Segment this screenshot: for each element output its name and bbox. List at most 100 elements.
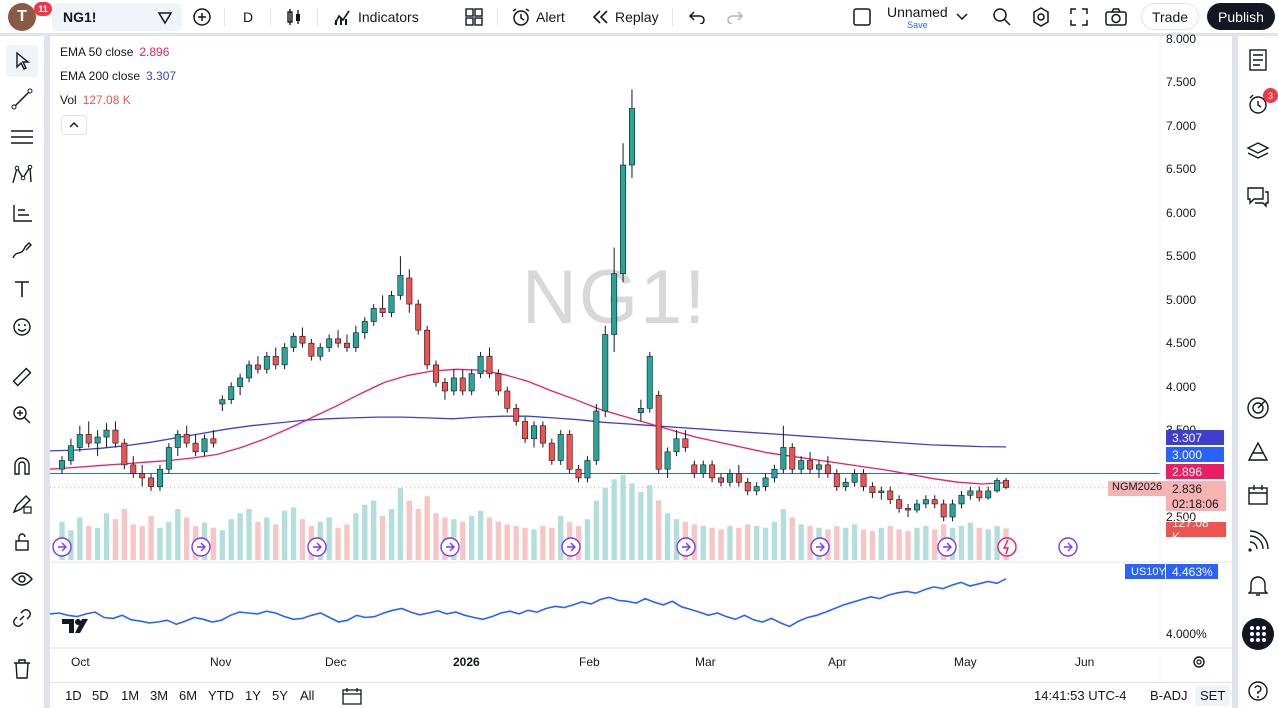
candles-icon[interactable]: [285, 0, 303, 34]
candle-body: [673, 438, 680, 453]
help-icon[interactable]: [1243, 676, 1273, 706]
date-range-calendar-icon[interactable]: [342, 687, 362, 705]
time-label-dec: Dec: [325, 655, 347, 669]
clock-timezone[interactable]: 14:41:53 UTC-4: [1034, 688, 1127, 703]
volume-value: 127.08 K: [82, 93, 131, 107]
volume-bar: [967, 522, 974, 560]
volume-bar: [335, 527, 341, 560]
brush-icon[interactable]: [6, 235, 38, 267]
watchlist-icon[interactable]: [1243, 45, 1273, 75]
range-6m-button[interactable]: 6M: [179, 688, 198, 703]
range-ytd-button[interactable]: YTD: [208, 688, 234, 703]
candle-body: [433, 364, 440, 383]
candle-body: [246, 364, 252, 379]
publish-button[interactable]: Publish: [1207, 3, 1275, 30]
measure-lines-icon[interactable]: [6, 197, 38, 229]
eye-icon[interactable]: [6, 563, 38, 595]
draw-mode-lock-icon[interactable]: [6, 488, 38, 520]
magnet-icon[interactable]: [6, 450, 38, 482]
range-3m-button[interactable]: 3M: [150, 688, 169, 703]
volume-bar: [745, 524, 751, 560]
streams-icon[interactable]: [1243, 526, 1273, 556]
replay-icon: [592, 10, 608, 24]
price-chart[interactable]: [50, 36, 1232, 682]
apps-grid-icon[interactable]: [1242, 618, 1274, 650]
range-5y-button[interactable]: 5Y: [272, 688, 288, 703]
volume-bar: [184, 517, 190, 560]
tradingview-logo-icon[interactable]: [62, 618, 94, 634]
camera-icon[interactable]: [1105, 0, 1127, 34]
bottom-toolbar: 1D 5D 1M 3M 6M YTD 1Y 5Y All 14:41:53 UT…: [50, 683, 1232, 708]
text-tool-icon[interactable]: [6, 273, 38, 305]
candle-body: [281, 347, 288, 366]
volume-bar: [281, 510, 288, 560]
range-5d-button[interactable]: 5D: [92, 688, 109, 703]
add-symbol-icon[interactable]: [156, 0, 174, 34]
volume-bar: [495, 521, 502, 560]
ema200-value: 3.307: [146, 69, 177, 83]
user-avatar[interactable]: T 11: [8, 2, 52, 31]
layout-checkbox[interactable]: [852, 0, 872, 34]
layouts-icon[interactable]: [465, 0, 483, 34]
volume-bar: [219, 530, 225, 560]
notifications-bell-icon[interactable]: [1243, 571, 1273, 601]
badj-toggle[interactable]: B-ADJ: [1150, 688, 1188, 703]
session-toggle[interactable]: SET: [1195, 685, 1231, 706]
range-1y-button[interactable]: 1Y: [245, 688, 261, 703]
layout-chevron-down-icon[interactable]: [956, 0, 968, 34]
candle-body: [709, 464, 716, 479]
chart-panel[interactable]: NG1! EMA 50 close 2.896 EMA 200 close 3.30…: [50, 32, 1232, 682]
cursor-icon[interactable]: [6, 45, 38, 77]
horizontal-lines-icon[interactable]: [6, 121, 38, 153]
price-tick-label: 6.000: [1166, 205, 1197, 220]
ema200-legend[interactable]: EMA 200 close 3.307: [60, 69, 176, 83]
volume-bar: [860, 529, 867, 560]
pattern-icon[interactable]: [6, 159, 38, 191]
layers-icon[interactable]: [1243, 136, 1273, 166]
time-label-mar: Mar: [695, 655, 716, 669]
fullscreen-icon[interactable]: [1070, 0, 1088, 34]
event-marker-arrow: [816, 542, 825, 552]
range-1m-button[interactable]: 1M: [121, 688, 140, 703]
volume-bar: [130, 524, 136, 560]
undo-icon[interactable]: [688, 0, 706, 34]
interval-button[interactable]: D: [243, 0, 253, 34]
compare-symbol-icon[interactable]: [192, 0, 212, 34]
volume-bar: [869, 531, 876, 560]
ruler-icon[interactable]: [6, 361, 38, 393]
settings-gear-icon[interactable]: [1031, 0, 1051, 34]
replay-button[interactable]: Replay: [592, 0, 659, 34]
chat-icon[interactable]: [1243, 182, 1273, 212]
candle-body: [922, 499, 929, 505]
layout-name-button[interactable]: Unnamed Save: [887, 0, 948, 34]
legend-collapse-button[interactable]: [61, 115, 87, 135]
trade-button[interactable]: Trade: [1141, 3, 1199, 30]
indicators-button[interactable]: Indicators: [333, 0, 419, 34]
quick-search-icon[interactable]: [992, 0, 1012, 34]
zoom-in-icon[interactable]: [6, 399, 38, 431]
calendar-icon[interactable]: [1243, 480, 1273, 510]
candle-body: [958, 494, 965, 505]
trash-icon[interactable]: [6, 653, 38, 685]
volume-legend[interactable]: Vol 127.08 K: [60, 93, 131, 107]
emoji-icon[interactable]: [6, 311, 38, 343]
range-1d-button[interactable]: 1D: [65, 688, 82, 703]
event-marker-arrow: [1064, 542, 1073, 552]
range-all-button[interactable]: All: [300, 688, 315, 703]
candle-body: [486, 355, 493, 374]
notification-badge: 11: [34, 2, 52, 16]
candle-body: [1003, 480, 1009, 488]
countdown-tag: 02:18:06: [1166, 496, 1226, 511]
volume-bar: [371, 500, 377, 560]
axis-settings-icon[interactable]: [1192, 655, 1206, 669]
redo-icon[interactable]: [726, 0, 744, 34]
ideas-icon[interactable]: [1243, 437, 1273, 467]
lock-icon[interactable]: [6, 526, 38, 558]
candle-body: [103, 429, 110, 438]
alert-button[interactable]: Alert: [511, 0, 565, 34]
symbol-search-button[interactable]: NG1!: [52, 3, 182, 31]
target-icon[interactable]: [1243, 393, 1273, 423]
ema50-legend[interactable]: EMA 50 close 2.896: [60, 45, 169, 59]
link-icon[interactable]: [6, 602, 38, 634]
trend-line-icon[interactable]: [6, 83, 38, 115]
